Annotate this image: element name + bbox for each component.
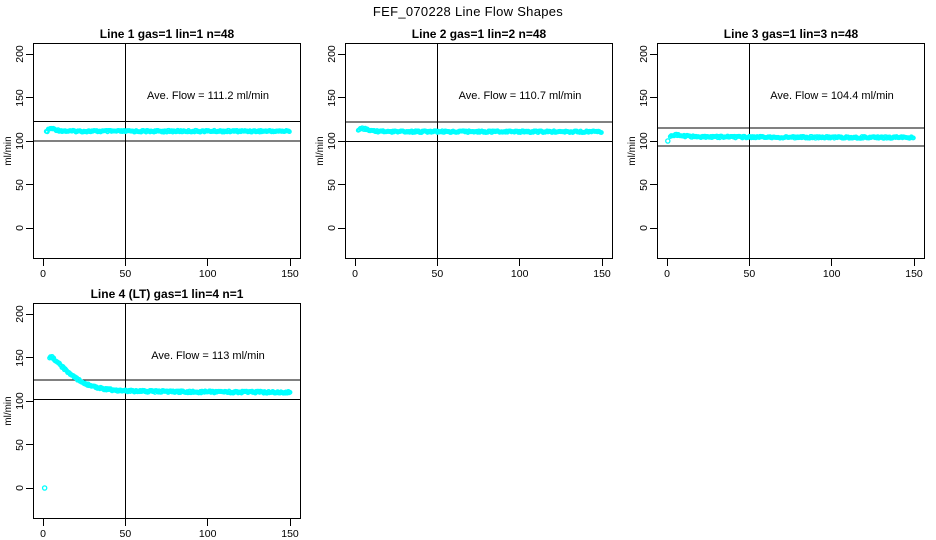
plot-area bbox=[346, 44, 612, 258]
x-tick bbox=[207, 519, 209, 526]
avg-flow-annotation: Ave. Flow = 110.7 ml/min bbox=[458, 90, 582, 102]
x-tick bbox=[42, 259, 44, 266]
x-tick-label: 50 bbox=[119, 528, 132, 540]
y-tick bbox=[338, 97, 345, 98]
panel-title: Line 1 gas=1 lin=1 n=48 bbox=[99, 27, 235, 41]
x-tick bbox=[124, 519, 126, 526]
x-tick-label: 100 bbox=[198, 268, 217, 280]
y-tick bbox=[26, 357, 33, 358]
panel-1: Line 1 gas=1 lin=1 n=48 ml/min Ave. Flow… bbox=[3, 27, 301, 280]
y-tick bbox=[26, 227, 33, 229]
y-tick-label: 100 bbox=[638, 132, 650, 150]
x-tick bbox=[436, 259, 438, 266]
avg-flow-annotation: Ave. Flow = 111.2 ml/min bbox=[147, 90, 269, 102]
y-tick bbox=[26, 97, 33, 98]
panel-3: Line 3 gas=1 lin=3 n=48 ml/min Ave. Flow… bbox=[627, 27, 925, 280]
x-tick bbox=[666, 259, 668, 266]
x-tick-label: 100 bbox=[198, 528, 217, 540]
x-tick-label: 0 bbox=[40, 528, 46, 540]
panel-title: Line 2 gas=1 lin=2 n=48 bbox=[411, 27, 547, 41]
y-tick-label: 0 bbox=[326, 225, 338, 231]
plot-area bbox=[658, 44, 924, 258]
y-tick-label: 50 bbox=[638, 178, 650, 191]
panel-2: Line 2 gas=1 lin=2 n=48 ml/min Ave. Flow… bbox=[315, 27, 613, 280]
y-tick bbox=[26, 184, 33, 185]
y-tick-label: 150 bbox=[14, 88, 26, 107]
y-tick-label: 100 bbox=[326, 132, 338, 150]
y-tick bbox=[650, 53, 657, 55]
y-tick-label: 200 bbox=[14, 305, 26, 323]
y-tick-label: 50 bbox=[14, 438, 26, 451]
y-tick-label: 200 bbox=[326, 45, 338, 63]
x-tick bbox=[354, 259, 356, 266]
y-tick bbox=[338, 227, 345, 229]
x-tick-label: 150 bbox=[593, 268, 611, 280]
y-tick bbox=[650, 97, 657, 98]
y-tick-label: 50 bbox=[14, 178, 26, 191]
panel-title: Line 3 gas=1 lin=3 n=48 bbox=[723, 27, 859, 41]
y-tick bbox=[650, 184, 657, 185]
x-tick bbox=[519, 259, 521, 266]
x-tick bbox=[124, 259, 126, 266]
x-tick-label: 50 bbox=[743, 268, 756, 280]
y-tick bbox=[26, 53, 33, 55]
y-tick-label: 150 bbox=[14, 348, 26, 367]
panel-4: Line 4 (LT) gas=1 lin=4 n=1 ml/min Ave. … bbox=[3, 287, 301, 540]
data-point bbox=[910, 135, 916, 141]
panel-title: Line 4 (LT) gas=1 lin=4 n=1 bbox=[90, 287, 244, 301]
x-tick-label: 50 bbox=[119, 268, 132, 280]
x-tick bbox=[831, 259, 833, 266]
x-tick-label: 50 bbox=[431, 268, 444, 280]
avg-flow-annotation: Ave. Flow = 104.4 ml/min bbox=[770, 90, 894, 102]
plot-area bbox=[34, 304, 300, 518]
data-point bbox=[665, 138, 671, 144]
x-tick bbox=[289, 259, 291, 266]
y-tick-label: 200 bbox=[638, 45, 650, 63]
x-tick-label: 100 bbox=[510, 268, 529, 280]
data-point bbox=[286, 129, 292, 135]
y-tick-label: 0 bbox=[638, 225, 650, 231]
y-tick bbox=[338, 140, 345, 142]
data-point bbox=[41, 485, 48, 491]
x-tick-label: 0 bbox=[352, 268, 358, 280]
data-point bbox=[598, 130, 604, 135]
y-tick bbox=[338, 53, 345, 55]
y-tick bbox=[26, 487, 33, 489]
y-tick-label: 200 bbox=[14, 45, 26, 63]
x-tick bbox=[913, 259, 915, 266]
y-tick bbox=[26, 313, 33, 315]
x-tick-label: 0 bbox=[664, 268, 670, 280]
x-tick-label: 150 bbox=[281, 268, 299, 280]
x-tick-label: 150 bbox=[905, 268, 923, 280]
y-tick-label: 0 bbox=[14, 225, 26, 231]
data-point bbox=[287, 389, 293, 395]
y-tick bbox=[26, 444, 33, 445]
y-tick bbox=[26, 400, 33, 402]
y-tick-label: 50 bbox=[326, 178, 338, 191]
x-tick bbox=[42, 519, 44, 526]
y-tick-label: 100 bbox=[14, 392, 26, 410]
plot-area bbox=[34, 44, 300, 258]
x-tick bbox=[601, 259, 603, 266]
y-tick bbox=[26, 140, 33, 142]
x-tick-label: 0 bbox=[40, 268, 46, 280]
y-tick-label: 150 bbox=[326, 88, 338, 107]
x-tick bbox=[748, 259, 750, 266]
x-tick bbox=[289, 519, 291, 526]
y-tick-label: 150 bbox=[638, 88, 650, 107]
avg-flow-annotation: Ave. Flow = 113 ml/min bbox=[151, 350, 265, 362]
y-tick bbox=[650, 140, 657, 142]
main-title: FEF_070228 Line Flow Shapes bbox=[372, 4, 564, 19]
y-tick bbox=[338, 184, 345, 185]
x-tick-label: 100 bbox=[822, 268, 841, 280]
x-tick bbox=[207, 259, 209, 266]
y-tick-label: 100 bbox=[14, 132, 26, 150]
y-tick-label: 0 bbox=[14, 485, 26, 491]
y-tick bbox=[650, 227, 657, 229]
x-tick-label: 150 bbox=[281, 528, 299, 540]
